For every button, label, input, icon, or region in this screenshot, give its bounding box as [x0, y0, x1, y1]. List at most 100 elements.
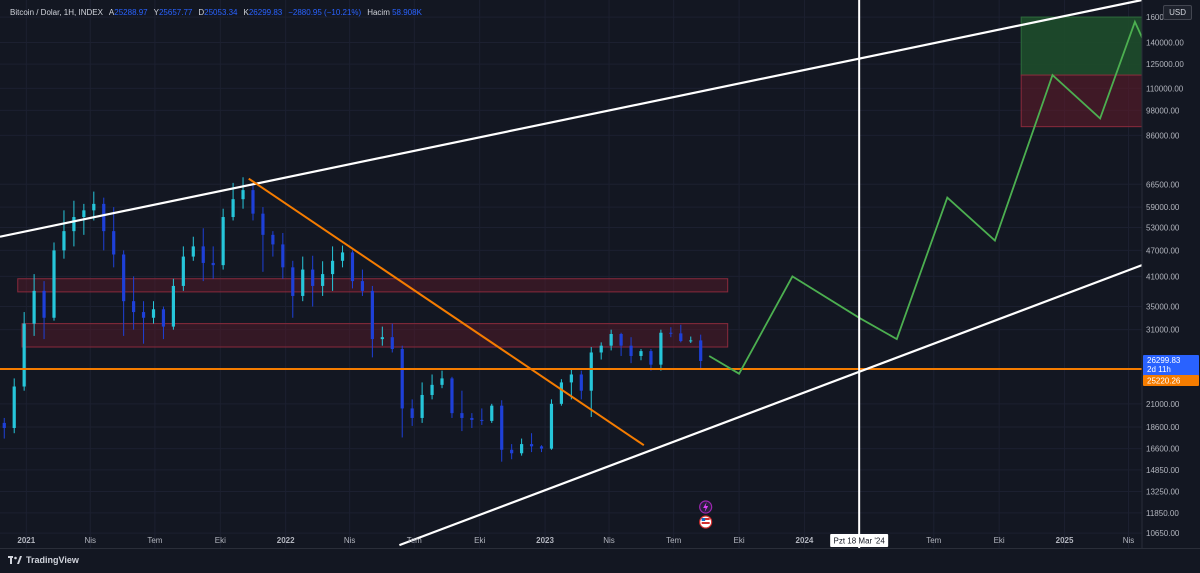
candle-body[interactable] [370, 290, 374, 340]
candle-body[interactable] [221, 217, 225, 266]
candle-body[interactable] [529, 444, 534, 447]
candle-body[interactable] [112, 231, 116, 255]
candle-body[interactable] [311, 269, 315, 286]
candle-body[interactable] [132, 301, 136, 313]
candle-body[interactable] [12, 386, 16, 428]
candle-body[interactable] [211, 262, 215, 266]
candle-body[interactable] [539, 446, 544, 449]
price-tick-label: 35000.00 [1146, 303, 1180, 312]
candle-body[interactable] [42, 290, 46, 318]
candle-body[interactable] [609, 334, 613, 346]
time-tick-label: 2025 [1056, 536, 1074, 545]
candle-body[interactable] [251, 190, 255, 214]
candle-body[interactable] [450, 378, 454, 414]
candle-body[interactable] [639, 351, 643, 356]
candle-body[interactable] [62, 231, 66, 251]
candle-body[interactable] [559, 382, 564, 404]
time-tick-label: Tem [147, 536, 162, 545]
candle-body[interactable] [669, 332, 673, 334]
price-tick-label: 53000.00 [1146, 224, 1180, 233]
time-tick-label: Eki [994, 536, 1005, 545]
candle-body[interactable] [301, 269, 305, 296]
time-tick-label: Eki [734, 536, 745, 545]
event-markers[interactable] [699, 500, 713, 529]
flag-stripe [701, 522, 710, 524]
candle-body[interactable] [52, 250, 56, 318]
candle-body[interactable] [330, 260, 335, 275]
candle-body[interactable] [271, 234, 275, 245]
downtrend-line[interactable] [248, 177, 645, 447]
candle-body[interactable] [281, 244, 285, 268]
candle-body[interactable] [321, 274, 325, 286]
candle-body[interactable] [490, 405, 494, 421]
candle-body[interactable] [689, 340, 693, 342]
resistance-zone[interactable] [21, 323, 729, 348]
candle-body[interactable] [500, 405, 504, 450]
candle-body[interactable] [380, 337, 384, 340]
time-tick-label: Tem [407, 536, 422, 545]
candle-body[interactable] [161, 309, 166, 327]
candle-body[interactable] [480, 419, 484, 421]
candle-body[interactable] [2, 422, 6, 428]
symbol-legend[interactable]: Bitcoin / Dolar, 1H, INDEX A25288.97 Y25… [10, 5, 422, 19]
time-tick-label: Tem [666, 536, 681, 545]
tradingview-logo[interactable]: TradingView [8, 555, 79, 565]
candle-body[interactable] [241, 190, 245, 200]
candle-body[interactable] [141, 312, 146, 318]
candle-body[interactable] [649, 351, 653, 365]
candle-body[interactable] [201, 246, 205, 263]
channel-upper-line[interactable] [0, 0, 1143, 238]
candle-body[interactable] [22, 323, 26, 387]
currency-selector[interactable]: USD [1163, 5, 1192, 20]
price-tick-label: 14850.00 [1146, 466, 1180, 475]
price-tick-label: 66500.00 [1146, 180, 1180, 189]
price-tick-label: 11850.00 [1146, 509, 1179, 518]
candles[interactable] [2, 177, 703, 462]
target-zone[interactable] [1020, 16, 1143, 76]
candle-body[interactable] [520, 444, 524, 454]
drawings[interactable] [0, 0, 1180, 549]
candle-body[interactable] [350, 252, 355, 282]
candle-body[interactable] [549, 403, 554, 449]
time-tick-label: Eki [474, 536, 485, 545]
candle-body[interactable] [579, 374, 583, 391]
candle-body[interactable] [699, 340, 703, 361]
candle-body[interactable] [231, 199, 235, 218]
candle-body[interactable] [32, 290, 36, 324]
candle-body[interactable] [92, 203, 96, 211]
candle-body[interactable] [181, 256, 185, 286]
candle-body[interactable] [510, 449, 514, 454]
candle-body[interactable] [151, 309, 156, 318]
projection-path[interactable] [708, 19, 1180, 375]
price-axis[interactable]: 160000.00140000.00125000.00110000.009800… [1141, 0, 1200, 573]
candle-body[interactable] [569, 374, 573, 383]
candle-body[interactable] [390, 337, 394, 350]
candle-body[interactable] [122, 254, 126, 302]
candle-body[interactable] [420, 394, 424, 418]
price-tick-label: 21000.00 [1146, 400, 1180, 409]
candle-body[interactable] [440, 378, 444, 385]
candle-body[interactable] [400, 349, 404, 409]
candle-body[interactable] [599, 345, 603, 353]
candle-body[interactable] [619, 334, 623, 346]
candle-body[interactable] [171, 285, 175, 327]
candle-body[interactable] [82, 210, 86, 218]
candle-body[interactable] [261, 213, 265, 235]
candle-body[interactable] [430, 384, 434, 395]
price-tick-label: 86000.00 [1146, 131, 1180, 140]
candle-body[interactable] [589, 352, 593, 391]
candle-body[interactable] [629, 345, 633, 356]
candle-body[interactable] [679, 333, 683, 342]
candle-body[interactable] [191, 246, 195, 257]
candle-body[interactable] [410, 408, 414, 418]
candle-body[interactable] [360, 281, 365, 291]
candle-body[interactable] [659, 332, 663, 365]
channel-lower-line[interactable] [398, 264, 1143, 547]
candle-body[interactable] [340, 252, 345, 261]
candle-body[interactable] [102, 203, 106, 232]
candle-body[interactable] [72, 217, 76, 232]
candle-body[interactable] [291, 267, 295, 296]
candle-body[interactable] [460, 413, 464, 418]
candle-body[interactable] [470, 417, 474, 420]
